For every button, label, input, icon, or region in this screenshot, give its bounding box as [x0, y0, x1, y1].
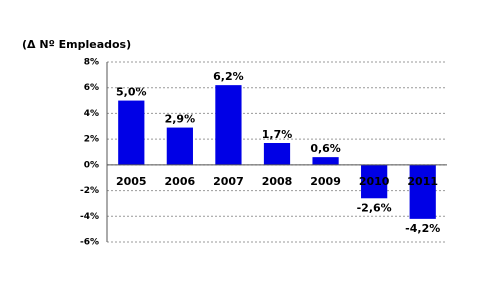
x-tick-label: 2010 [359, 175, 390, 188]
value-label: 6,2% [213, 70, 244, 83]
y-tick-label: 8% [84, 58, 99, 68]
value-label: -2,6% [357, 201, 392, 214]
x-tick-label: 2008 [262, 175, 293, 188]
x-tick-label: 2009 [310, 175, 341, 188]
y-tick-label: -4% [80, 212, 99, 222]
y-tick-label: 4% [84, 109, 99, 119]
y-tick-label: 2% [84, 135, 99, 145]
bar [166, 127, 193, 165]
y-tick-label: 6% [84, 83, 99, 93]
x-tick-label: 2006 [165, 175, 196, 188]
value-label: 0,6% [310, 142, 341, 155]
y-tick-label: -6% [80, 238, 99, 248]
bar [312, 157, 339, 165]
chart-title: (Δ Nº Empleados) [22, 38, 131, 51]
x-tick-label: 2007 [213, 175, 244, 188]
x-tick-label: 2005 [116, 175, 147, 188]
x-tick-label: 2011 [407, 175, 438, 188]
bar [361, 164, 388, 199]
value-label: 2,9% [165, 113, 196, 126]
value-label: -4,2% [405, 222, 440, 235]
bar [118, 100, 145, 165]
value-label: 1,7% [262, 128, 293, 141]
bar [409, 164, 436, 219]
y-tick-label: 0% [84, 160, 99, 170]
bar [263, 143, 291, 165]
bar [215, 85, 242, 165]
value-label: 5,0% [116, 86, 147, 99]
y-tick-label: -2% [80, 186, 99, 196]
